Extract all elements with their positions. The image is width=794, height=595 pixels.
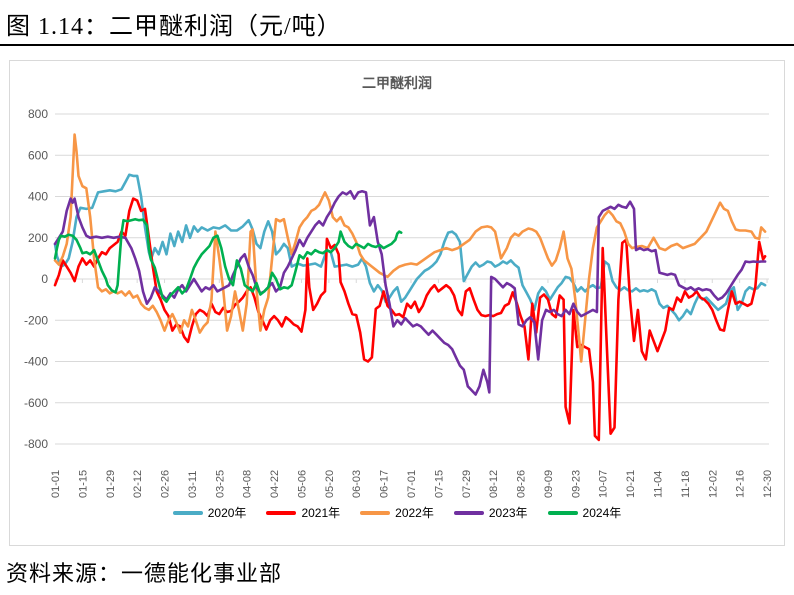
y-axis-tick-label: -200: [24, 313, 48, 327]
y-axis-tick-label: -400: [24, 355, 48, 369]
x-axis-tick-label: 11-04: [652, 471, 664, 498]
x-axis-tick-label: 08-12: [488, 470, 500, 498]
y-axis-tick-label: 0: [41, 272, 48, 286]
x-axis-tick-label: 10-21: [625, 470, 637, 498]
profit-chart: 800 600 400 200 0 -200 -400 -600 -800 01-01 01-15 0…: [9, 60, 785, 546]
x-axis-tick-label: 05-06: [296, 470, 308, 498]
series-line-2024年: [53, 217, 403, 303]
x-axis-tick-label: 01-15: [77, 470, 89, 498]
x-axis-tick-label: 05-20: [324, 470, 336, 498]
x-axis-tick-label: 09-09: [543, 470, 555, 498]
chart-title: 二甲醚利润: [362, 75, 432, 91]
x-axis-tick-label: 12-16: [735, 470, 747, 498]
legend-label: 2024年: [582, 506, 622, 520]
legend-swatch: [360, 510, 391, 515]
legend-label: 2023年: [488, 506, 528, 520]
x-axis-tick-label: 04-22: [269, 470, 281, 498]
x-axis-tick-label: 03-25: [214, 470, 226, 498]
x-axis-tick-label: 03-11: [187, 471, 199, 498]
x-axis-tick-label: 02-12: [132, 470, 144, 498]
source-note: 资料来源：一德能化事业部: [6, 561, 283, 586]
x-axis-tick-label: 08-26: [516, 470, 528, 498]
series-line-2023年: [53, 190, 767, 396]
x-axis-tick-label: 06-17: [379, 470, 391, 498]
caption-underline: [0, 44, 794, 46]
series-line-2022年: [53, 133, 767, 363]
legend-item-2021年: 2021年: [266, 504, 340, 521]
figure-caption: 图 1.14：二甲醚利润（元/吨）: [6, 14, 342, 40]
x-axis-tick-label: 12-02: [707, 470, 719, 498]
legend-swatch: [547, 510, 578, 515]
y-axis-tick-label: -800: [24, 437, 48, 451]
x-axis-tick-label: 09-23: [570, 470, 582, 498]
y-axis-tick-label: 800: [28, 107, 48, 121]
legend-label: 2022年: [395, 506, 434, 520]
x-axis-tick-label: 10-07: [598, 470, 610, 498]
x-axis-tick-label: 04-08: [242, 470, 254, 498]
x-axis-tick-label: 02-26: [160, 470, 172, 498]
x-axis-tick-label: 12-30: [762, 470, 774, 498]
legend-item-2024年: 2024年: [547, 504, 622, 521]
chart-legend: 2020年 2021年 2022年 2023年 2024年: [10, 504, 784, 521]
series-line-2021年: [53, 197, 767, 442]
legend-item-2022年: 2022年: [360, 504, 434, 521]
x-axis-tick-label: 01-01: [50, 470, 62, 498]
y-axis-tick-label: 600: [28, 148, 48, 162]
legend-swatch: [266, 510, 297, 515]
y-axis-tick-label: -600: [24, 396, 48, 410]
x-axis-tick-label: 07-01: [406, 470, 418, 498]
legend-item-2023年: 2023年: [453, 504, 528, 521]
x-axis-tick-label: 01-29: [105, 470, 117, 498]
legend-item-2020年: 2020年: [172, 504, 247, 521]
x-axis-tick-label: 07-15: [433, 470, 445, 498]
legend-swatch: [453, 510, 484, 515]
y-axis-tick-label: 200: [28, 231, 48, 245]
legend-swatch: [172, 510, 203, 515]
profit-chart-plot: 800 600 400 200 0 -200 -400 -600 -800 01-01 01-15 0…: [24, 107, 774, 498]
series-line-2020年: [53, 173, 767, 322]
legend-label: 2021年: [301, 506, 341, 520]
x-axis-tick-label: 11-18: [680, 471, 692, 498]
x-axis-tick-label: 06-03: [351, 470, 363, 498]
x-axis-tick-label: 07-29: [461, 470, 473, 498]
legend-label: 2020年: [207, 506, 247, 520]
y-axis-tick-label: 400: [28, 190, 48, 204]
